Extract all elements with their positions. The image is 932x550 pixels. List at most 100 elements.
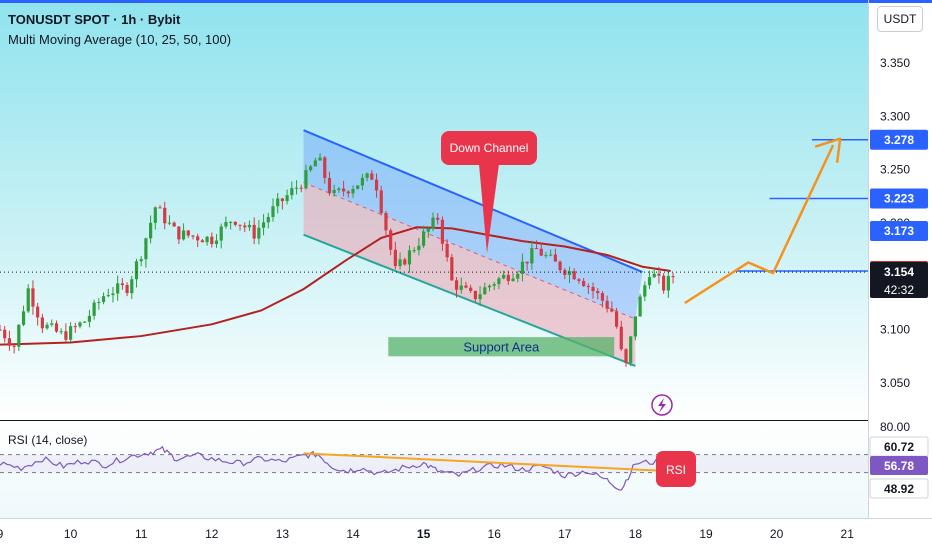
candle-body[interactable]: [412, 250, 416, 252]
candle-body[interactable]: [191, 235, 195, 237]
candle-body[interactable]: [31, 288, 35, 307]
candle-body[interactable]: [671, 276, 675, 278]
candle-body[interactable]: [26, 288, 30, 312]
candle-body[interactable]: [605, 300, 609, 309]
candle-body[interactable]: [50, 323, 54, 325]
candle-body[interactable]: [469, 287, 473, 291]
candle-body[interactable]: [379, 190, 383, 214]
candle-body[interactable]: [40, 317, 44, 329]
candle-body[interactable]: [586, 286, 590, 288]
candle-body[interactable]: [73, 326, 77, 328]
candle-body[interactable]: [323, 157, 327, 179]
candle-body[interactable]: [360, 177, 365, 186]
candle-body[interactable]: [582, 280, 586, 287]
candle-body[interactable]: [662, 275, 666, 291]
candle-body[interactable]: [643, 285, 647, 297]
rsi-line[interactable]: [0, 445, 669, 491]
candle-body[interactable]: [252, 224, 256, 239]
candle-body[interactable]: [69, 326, 73, 340]
candle-body[interactable]: [327, 178, 332, 194]
candle-body[interactable]: [553, 254, 557, 262]
candle-body[interactable]: [539, 248, 543, 256]
candle-body[interactable]: [125, 285, 129, 294]
candle-body[interactable]: [280, 198, 284, 202]
candle-body[interactable]: [407, 250, 412, 265]
candle-body[interactable]: [544, 255, 548, 257]
candle-body[interactable]: [502, 274, 506, 279]
candle-body[interactable]: [422, 231, 426, 246]
candle-body[interactable]: [558, 261, 562, 271]
candle-body[interactable]: [17, 324, 21, 347]
candle-body[interactable]: [346, 191, 350, 194]
candle-body[interactable]: [370, 173, 374, 180]
candle-body[interactable]: [629, 336, 633, 363]
candle-body[interactable]: [530, 248, 534, 264]
candle-body[interactable]: [210, 236, 214, 245]
candle-body[interactable]: [271, 206, 275, 217]
candle-body[interactable]: [200, 240, 204, 243]
candle-body[interactable]: [666, 276, 670, 291]
candle-body[interactable]: [120, 283, 124, 286]
candle-body[interactable]: [153, 207, 157, 223]
price-tag[interactable]: [870, 221, 928, 241]
candle-body[interactable]: [431, 217, 435, 229]
candle-body[interactable]: [652, 273, 656, 278]
candle-body[interactable]: [572, 271, 576, 280]
lightning-icon[interactable]: [651, 394, 673, 416]
candle-body[interactable]: [257, 227, 261, 239]
forecast-path[interactable]: [684, 144, 835, 305]
candle-body[interactable]: [92, 302, 96, 316]
candle-body[interactable]: [233, 221, 237, 225]
candle-body[interactable]: [229, 221, 233, 223]
candle-body[interactable]: [78, 322, 82, 327]
candle-body[interactable]: [158, 207, 162, 209]
candle-body[interactable]: [224, 222, 228, 227]
candle-body[interactable]: [440, 219, 445, 244]
candle-body[interactable]: [374, 179, 379, 191]
candle-body[interactable]: [134, 261, 139, 280]
candle-body[interactable]: [426, 228, 430, 232]
support-area-box[interactable]: [388, 337, 615, 357]
candle-body[interactable]: [64, 331, 68, 340]
rsi-tag[interactable]: [869, 478, 929, 499]
price-tag[interactable]: [870, 188, 928, 209]
candle-body[interactable]: [0, 329, 2, 331]
candle-body[interactable]: [181, 230, 186, 240]
currency-button[interactable]: USDT: [877, 6, 923, 32]
candle-body[interactable]: [534, 248, 539, 250]
down-channel-callout[interactable]: [441, 131, 537, 165]
candle-body[interactable]: [398, 259, 402, 267]
rsi-badge[interactable]: [656, 451, 696, 487]
candle-body[interactable]: [638, 296, 642, 317]
candle-body[interactable]: [144, 238, 148, 260]
candle-body[interactable]: [111, 293, 115, 296]
candle-body[interactable]: [393, 249, 397, 267]
candle-body[interactable]: [454, 280, 459, 290]
rsi-trendline[interactable]: [303, 452, 657, 472]
candle-body[interactable]: [36, 306, 40, 318]
candle-body[interactable]: [21, 311, 26, 325]
candle-body[interactable]: [186, 230, 190, 236]
candle-body[interactable]: [520, 261, 525, 274]
rsi-legend[interactable]: RSI (14, close): [8, 433, 88, 447]
candle-body[interactable]: [614, 311, 619, 327]
candle-body[interactable]: [492, 284, 496, 286]
candle-body[interactable]: [304, 170, 308, 189]
indicator-legend[interactable]: Multi Moving Average (10, 25, 50, 100): [8, 32, 232, 47]
candle-body[interactable]: [3, 329, 7, 339]
candle-body[interactable]: [473, 290, 477, 300]
candle-body[interactable]: [596, 291, 600, 294]
candle-body[interactable]: [149, 222, 153, 239]
candle-body[interactable]: [205, 236, 209, 243]
candle-body[interactable]: [196, 236, 200, 241]
candle-body[interactable]: [12, 345, 16, 347]
candle-body[interactable]: [445, 243, 449, 258]
candle-body[interactable]: [101, 296, 106, 302]
candle-body[interactable]: [106, 295, 110, 297]
candle-body[interactable]: [403, 259, 407, 265]
candle-body[interactable]: [290, 188, 294, 196]
candle-body[interactable]: [365, 173, 369, 178]
candle-body[interactable]: [619, 326, 623, 350]
price-tag[interactable]: [870, 129, 928, 150]
